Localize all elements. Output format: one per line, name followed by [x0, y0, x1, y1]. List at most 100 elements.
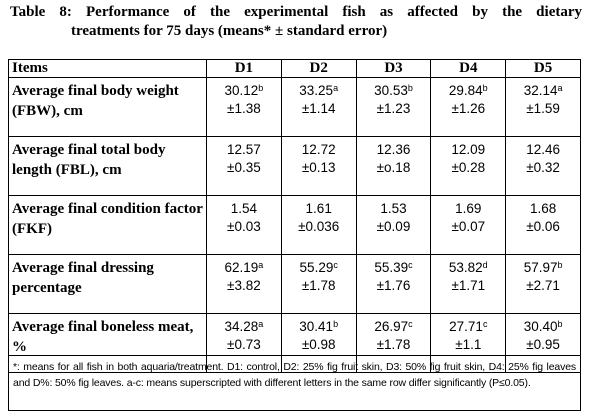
header-d2: D2 — [280, 59, 357, 78]
standard-error: ±1.78 — [301, 278, 336, 293]
significance-letter: a — [333, 83, 339, 93]
standard-error: ±1.78 — [376, 337, 411, 352]
significance-letter: c — [482, 319, 488, 329]
standard-error: ±0.09 — [376, 219, 411, 234]
significance-letter: b — [258, 83, 264, 93]
value-cell: 1.53 ±0.09 — [355, 195, 432, 255]
standard-error: ±0.13 — [301, 160, 336, 175]
mean-value: 12.09 — [451, 142, 486, 157]
value-cell: 55.39c ±1.76 — [355, 254, 432, 314]
value-cell: 12.46 ±0.32 — [505, 136, 581, 196]
value-cell: 62.19a ±3.82 — [206, 254, 282, 314]
row-label: Average final boneless meat, % — [8, 313, 207, 373]
mean-value: 30.12 — [224, 83, 259, 98]
value-cell: 55.29c ±1.78 — [280, 254, 357, 314]
mean-value: 57.97 — [523, 260, 558, 275]
standard-error: ±1.1 — [455, 337, 482, 352]
row-label: Average final dressing percentage — [8, 254, 207, 314]
value-cell: 30.53b ±1.23 — [355, 77, 432, 137]
significance-letter: b — [333, 319, 339, 329]
value-cell: 12.57 ±0.35 — [206, 136, 282, 196]
table-row: Average final boneless meat, % 34.28a ±0.7… — [8, 313, 581, 373]
value-cell: 34.28a ±0.73 — [206, 313, 282, 373]
standard-error: ±2.71 — [526, 278, 560, 293]
standard-error: ±0.73 — [227, 337, 261, 352]
significance-letter: b — [482, 83, 488, 93]
standard-error: ±0.03 — [227, 219, 261, 234]
significance-letter: a — [258, 319, 264, 329]
significance-letter: a — [258, 260, 264, 270]
significance-letter: b — [407, 83, 413, 93]
value-cell: 1.68 ±0.06 — [505, 195, 581, 255]
performance-table: Items D1 D2 D3 D4 D5 Average final body … — [8, 59, 581, 373]
value-cell: 53.82d ±1.71 — [430, 254, 507, 314]
mean-value: 1.69 — [455, 201, 482, 216]
mean-value: 29.84 — [448, 83, 483, 98]
header-d3: D3 — [355, 59, 432, 78]
standard-error: ±1.71 — [451, 278, 486, 293]
mean-value: 33.25 — [299, 83, 334, 98]
value-cell: 29.84b ±1.26 — [430, 77, 507, 137]
value-cell: 12.36 ±o.18 — [355, 136, 432, 196]
mean-value: 55.39 — [374, 260, 409, 275]
significance-letter: c — [408, 319, 413, 329]
header-d1: D1 — [206, 59, 282, 78]
standard-error: ±1.14 — [301, 101, 336, 116]
significance-letter: c — [333, 260, 338, 270]
table-row: Average final body weight (FBW), cm 30.12… — [8, 77, 581, 137]
value-cell: 33.25a ±1.14 — [280, 77, 357, 137]
significance-letter: c — [408, 260, 413, 270]
standard-error: ±0.98 — [301, 337, 336, 352]
mean-value: 27.71 — [449, 319, 483, 334]
significance-letter: d — [482, 260, 488, 270]
mean-value: 1.53 — [380, 201, 407, 216]
header-row: Items D1 D2 D3 D4 D5 — [8, 59, 581, 78]
row-label: Average final total body length (FBL), c… — [8, 136, 207, 196]
row-label: Average final body weight (FBW), cm — [8, 77, 207, 137]
standard-error: ±0.036 — [298, 219, 340, 234]
table-row: Average final condition factor (FKF) 1.54… — [8, 195, 581, 255]
mean-value: 26.97 — [374, 319, 409, 334]
table-footnote: *: means for all fish in both aquaria/tr… — [8, 355, 581, 411]
standard-error: ±1.38 — [227, 101, 261, 116]
value-cell: 57.97b ±2.71 — [505, 254, 581, 314]
value-cell: 1.61 ±0.036 — [280, 195, 357, 255]
mean-value: 12.46 — [526, 142, 560, 157]
row-label: Average final condition factor (FKF) — [8, 195, 207, 255]
caption-line-2: treatments for 75 days (means* ± standar… — [71, 23, 388, 39]
standard-error: ±0.06 — [526, 219, 560, 234]
mean-value: 1.61 — [305, 201, 332, 216]
mean-value: 12.72 — [301, 142, 336, 157]
mean-value: 30.41 — [299, 319, 334, 334]
mean-value: 30.40 — [523, 319, 558, 334]
value-cell: 1.69 ±0.07 — [430, 195, 507, 255]
standard-error: ±0.07 — [451, 219, 486, 234]
standard-error: ±0.28 — [451, 160, 486, 175]
header-items: Items — [8, 59, 207, 78]
standard-error: ±1.26 — [451, 101, 486, 116]
standard-error: ±1.76 — [376, 278, 411, 293]
significance-letter: b — [557, 319, 563, 329]
mean-value: 12.36 — [376, 142, 411, 157]
standard-error: ±1.23 — [376, 101, 411, 116]
mean-value: 53.82 — [448, 260, 483, 275]
value-cell: 26.97c ±1.78 — [355, 313, 432, 373]
standard-error: ±0.95 — [526, 337, 560, 352]
mean-value: 62.19 — [224, 260, 259, 275]
table-caption: Table 8: Performance of the experimental… — [10, 3, 582, 41]
value-cell: 1.54 ±0.03 — [206, 195, 282, 255]
value-cell: 12.72 ±0.13 — [280, 136, 357, 196]
standard-error: ±0.35 — [227, 160, 261, 175]
value-cell: 12.09 ±0.28 — [430, 136, 507, 196]
value-cell: 27.71c ±1.1 — [430, 313, 507, 373]
value-cell: 30.12b ±1.38 — [206, 77, 282, 137]
mean-value: 30.53 — [374, 83, 408, 98]
significance-letter: b — [557, 260, 563, 270]
mean-value: 12.57 — [227, 142, 261, 157]
value-cell: 30.41b ±0.98 — [280, 313, 357, 373]
mean-value: 1.68 — [529, 201, 557, 216]
mean-value: 55.29 — [299, 260, 334, 275]
value-cell: 30.40b ±0.95 — [505, 313, 581, 373]
mean-value: 34.28 — [224, 319, 259, 334]
header-d5: D5 — [505, 59, 581, 78]
